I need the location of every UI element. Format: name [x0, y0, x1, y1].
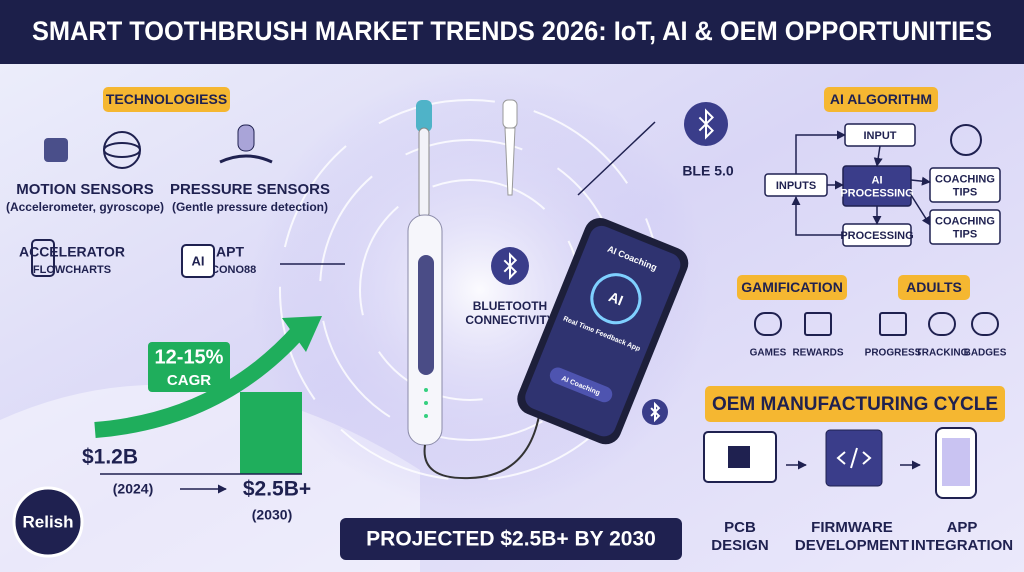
bluetooth-glyph: [650, 401, 661, 423]
app-button: [549, 367, 613, 403]
brush-panel: [418, 255, 434, 375]
tech-detail: ECONO88: [204, 264, 257, 276]
bluetooth-glyph: [698, 108, 715, 140]
start-year: (2024): [113, 481, 153, 497]
app-screen: [942, 438, 970, 486]
led: [424, 401, 428, 405]
icon: [879, 312, 907, 336]
item-label: BADGES: [964, 348, 1007, 359]
title-bar: [0, 0, 1024, 64]
icon: [928, 312, 956, 336]
icon: [804, 312, 832, 336]
flow-label: AI: [872, 174, 883, 186]
bluetooth-glyph: [503, 252, 518, 280]
flow-label: INPUT: [864, 130, 897, 142]
flow-arrow: [910, 194, 931, 226]
section-label: GAMIFICATION: [741, 279, 843, 295]
ble-label: BLE 5.0: [682, 163, 734, 179]
gyro-icon: [103, 142, 141, 158]
pill: [824, 87, 938, 112]
item-label: PROGRESS: [865, 348, 922, 359]
tech-detail: FLOWCHARTS: [33, 264, 111, 276]
led: [424, 414, 428, 418]
flow-node: [929, 209, 1001, 245]
flow-label: COACHING: [935, 215, 995, 227]
end-year: (2030): [252, 507, 292, 523]
head-icon: [950, 124, 982, 156]
logo-text: Relish: [22, 512, 73, 531]
flow-label: INPUTS: [776, 180, 816, 192]
cagr-label: CAGR: [167, 372, 211, 389]
bluetooth-label: CONNECTIVITY: [465, 313, 554, 327]
flow-label: COACHING: [935, 173, 995, 185]
growth-arrow: [94, 324, 306, 438]
pressure-icon: [219, 154, 273, 164]
banner-text: PROJECTED $2.5B+ BY 2030: [366, 528, 656, 551]
step-label: INTEGRATION: [911, 537, 1013, 554]
section-label: TECHNOLOGIESS: [106, 91, 227, 107]
flow-arrow: [873, 145, 883, 167]
tech-name: APT: [216, 244, 244, 260]
growth-arrowhead: [282, 316, 322, 352]
spare-head: [502, 99, 518, 129]
pill: [103, 87, 230, 112]
item-label: TRACKING: [916, 348, 969, 359]
tech-detail: (Accelerometer, gyroscope): [6, 200, 164, 214]
brush-neck: [418, 127, 430, 219]
bluetooth-label: BLUETOOTH: [473, 299, 547, 313]
flow-label: TIPS: [953, 228, 977, 240]
step-label: PCB: [724, 519, 756, 536]
cagr-box: [148, 342, 230, 392]
phone-icon: [31, 239, 55, 277]
step-label: APP: [947, 519, 978, 536]
end-value: $2.5B+: [243, 478, 311, 501]
section-label: AI ALGORITHM: [830, 91, 932, 107]
growth-bar: [240, 392, 302, 474]
pcb-chip: [728, 446, 750, 468]
flow-arrow: [795, 130, 846, 174]
section-label: OEM MANUFACTURING CYCLE: [712, 394, 998, 415]
item-label: REWARDS: [792, 348, 843, 359]
logo-circle: [12, 486, 84, 558]
connector: [577, 121, 656, 196]
tech-name: MOTION SENSORS: [16, 181, 154, 198]
banner: [340, 518, 682, 560]
tech-name: ACCELERATOR: [19, 244, 125, 260]
pill: [737, 275, 847, 300]
step-label: DESIGN: [711, 537, 769, 554]
cagr: 12-15%: [155, 346, 224, 368]
chip-text: AI: [192, 253, 205, 268]
flow-arrow: [791, 196, 843, 236]
flow-label: PROCESSING: [840, 230, 913, 242]
start-value: $1.2B: [82, 446, 138, 469]
pill: [898, 275, 970, 300]
brush-head: [416, 100, 432, 132]
pressure-icon: [237, 124, 255, 152]
flow-arrow: [910, 176, 931, 186]
step-label: DEVELOPMENT: [795, 537, 909, 554]
motion-icon: [44, 138, 68, 162]
flow-label: PROCESSING: [840, 187, 913, 199]
spare-neck: [504, 127, 516, 196]
cable: [423, 409, 541, 480]
item-label: GAMES: [750, 348, 787, 359]
led: [424, 388, 428, 392]
icon: [971, 312, 999, 336]
section-label: ADULTS: [906, 279, 962, 295]
chip-icon: [181, 244, 215, 278]
step-label: FIRMWARE: [811, 519, 893, 536]
pill: [705, 386, 1005, 422]
flow-label: TIPS: [953, 186, 977, 198]
tech-name: PRESSURE SENSORS: [170, 181, 330, 198]
title: SMART TOOTHBRUSH MARKET TRENDS 2026: IoT…: [32, 16, 992, 46]
ai-ring: [590, 273, 642, 325]
code-glyph: [836, 447, 872, 469]
icon: [754, 312, 782, 336]
tech-detail: (Gentle pressure detection): [172, 200, 328, 214]
ai-badge: AI: [607, 288, 626, 308]
